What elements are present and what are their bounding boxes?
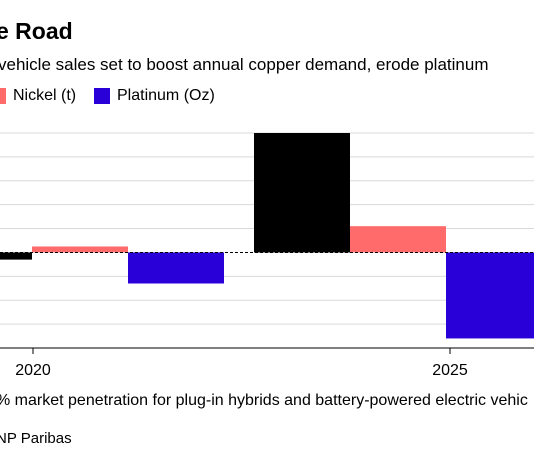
- legend-swatch-platinum: [94, 88, 110, 104]
- legend-label-nickel: Nickel (t): [13, 87, 77, 104]
- bar-copper-2020: [0, 252, 32, 260]
- x-tick-label-2025: 2025: [432, 362, 468, 379]
- legend-item-platinum: Platinum (Oz): [94, 87, 215, 105]
- bar-nickel-t-2025: [350, 226, 446, 253]
- legend-label-platinum: Platinum (Oz): [117, 87, 215, 104]
- bar-nickel-t-2020: [32, 246, 128, 253]
- bar-platinum-oz-2025: [446, 252, 534, 339]
- legend: Nickel (t) Platinum (Oz): [0, 87, 534, 107]
- bar-platinum-oz-2020: [128, 252, 224, 284]
- chart-title: e Road: [0, 18, 73, 44]
- bar-copper-2025: [254, 133, 350, 253]
- legend-item-nickel: Nickel (t): [0, 87, 76, 105]
- chart-subtitle: vehicle sales set to boost annual copper…: [0, 55, 489, 74]
- chart-plot: 2020 2025: [0, 132, 534, 379]
- x-tick-label-2020: 2020: [15, 362, 51, 379]
- chart-source: NP Paribas: [0, 430, 72, 447]
- legend-swatch-nickel: [0, 88, 6, 104]
- chart-note: % market penetration for plug-in hybrids…: [0, 392, 528, 409]
